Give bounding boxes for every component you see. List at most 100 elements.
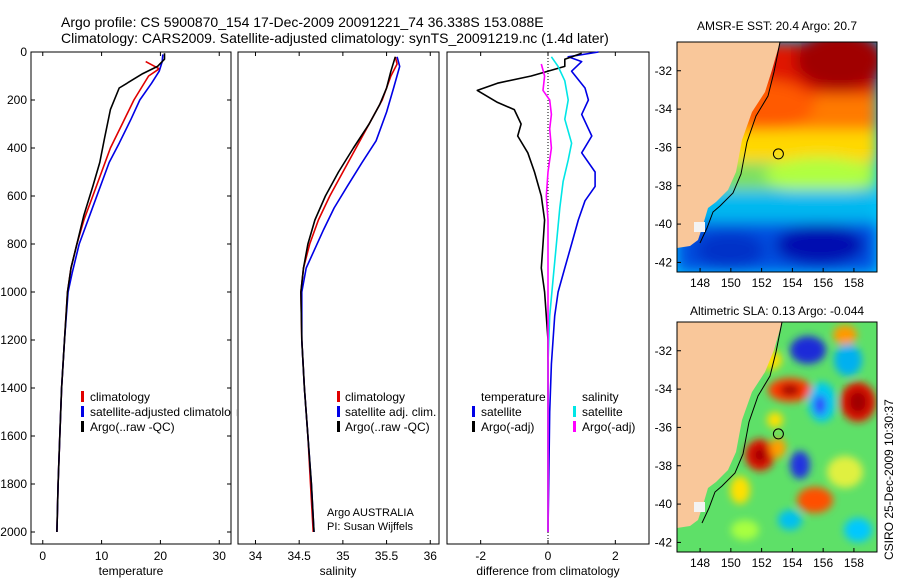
legend-label-sal-satellite: satellite — [582, 405, 623, 419]
sla-map-title: Altimetric SLA: 0.13 Argo: -0.044 — [690, 304, 864, 318]
lat-tick-label: -40 — [655, 497, 673, 511]
legend-header-temperature: temperature — [481, 390, 546, 404]
csiro-timestamp: CSIRO 25-Dec-2009 10:30:37 — [882, 399, 896, 560]
sla-map-axes: 148 150 152 154 156 158 -32 -34 -36 -38 -40 -42 — [655, 344, 865, 570]
legend-label-temp-satellite: satellite — [481, 405, 522, 419]
x-tick-label: 2 — [612, 549, 619, 563]
x-tick-label: 0 — [545, 549, 552, 563]
lat-tick-label: -32 — [655, 344, 673, 358]
legend-swatch-temp-satellite — [472, 406, 475, 417]
series-line-salinity-argo-adj- — [540, 63, 553, 532]
lat-tick-label: -42 — [655, 255, 673, 269]
legend-label-argo: Argo(..raw -QC) — [90, 420, 175, 434]
lat-tick-label: -34 — [655, 382, 673, 396]
sla-field — [677, 322, 877, 552]
x-tick-label: 35 — [336, 549, 350, 563]
temperature-plot-frame — [30, 51, 232, 545]
lat-tick-label: -42 — [655, 535, 673, 549]
x-tick-label: 20 — [154, 549, 168, 563]
institution-label: Argo AUSTRALIA — [327, 507, 414, 519]
legend-label-argo: Argo(..raw -QC) — [345, 420, 430, 434]
depth-tick-label: 1400 — [0, 381, 27, 395]
lon-tick-label: 154 — [782, 276, 802, 290]
difference-legend: temperature salinity satellite Argo(-adj… — [472, 390, 635, 434]
lon-tick-label: 156 — [813, 276, 833, 290]
series-line-salinity-satellite — [547, 56, 573, 532]
legend-swatch-argo — [337, 421, 340, 432]
temperature-axis-label: temperature — [99, 564, 164, 578]
depth-tick-label: 0 — [20, 45, 27, 59]
legend-label-temp-argo: Argo(-adj) — [481, 420, 534, 434]
pi-label: PI: Susan Wijffels — [327, 521, 413, 533]
lat-tick-label: -38 — [655, 179, 673, 193]
temperature-legend: climatology satellite-adjusted climatolo… — [81, 390, 243, 434]
lon-tick-label: 152 — [752, 556, 772, 570]
sst-map-axes: 148 150 152 154 156 158 -32 -34 -36 -38 -40 -42 — [655, 64, 865, 290]
sst-field — [677, 42, 877, 272]
lat-tick-label: -36 — [655, 140, 673, 154]
legend-header-salinity: salinity — [582, 390, 619, 404]
legend-label-satellite: satellite-adjusted climatology — [90, 405, 243, 419]
salinity-axis-label: salinity — [320, 564, 357, 578]
depth-tick-label: 1600 — [0, 429, 27, 443]
x-tick-label: 0 — [39, 549, 46, 563]
sla-missing-data-patch — [694, 502, 705, 512]
legend-swatch-climatology — [81, 391, 84, 402]
x-tick-label: 30 — [213, 549, 227, 563]
float-location-marker-icon — [772, 428, 784, 440]
series-line-argo-raw-qc- — [300, 56, 397, 533]
figure-title-line2: Climatology: CARS2009. Satellite-adjuste… — [61, 30, 609, 46]
x-tick-label: -2 — [475, 549, 486, 563]
lon-tick-label: 156 — [813, 556, 833, 570]
lon-tick-label: 158 — [844, 556, 864, 570]
salinity-panel: 34 34.5 35 35.5 36 salinity climatology sate… — [237, 51, 440, 578]
sla-shelf-contour — [701, 322, 783, 524]
legend-swatch-sal-satellite — [573, 406, 576, 417]
lat-tick-label: -34 — [655, 102, 673, 116]
lon-tick-label: 154 — [782, 556, 802, 570]
legend-swatch-temp-argo — [472, 421, 475, 432]
lat-tick-label: -32 — [655, 64, 673, 78]
lon-tick-label: 148 — [690, 276, 710, 290]
legend-overflow-mask — [231, 380, 237, 440]
legend-swatch-satellite — [81, 406, 84, 417]
depth-tick-label: 2000 — [0, 525, 27, 539]
sst-map-frame — [676, 41, 878, 273]
salinity-plot-frame — [237, 51, 440, 545]
salinity-series — [300, 56, 401, 533]
legend-swatch-satellite — [337, 406, 340, 417]
legend-swatch-sal-argo — [573, 421, 576, 432]
salinity-legend: climatology satellite adj. clim. Argo(..… — [337, 390, 436, 434]
legend-label-climatology: climatology — [345, 390, 405, 404]
depth-tick-label: 600 — [7, 189, 27, 203]
legend-label-satellite: satellite adj. clim. — [345, 405, 436, 419]
x-tick-label: 35.5 — [375, 549, 399, 563]
lat-tick-label: -36 — [655, 420, 673, 434]
lon-tick-label: 152 — [752, 276, 772, 290]
sla-map: Altimetric SLA: 0.13 Argo: -0.044 — [655, 304, 878, 570]
x-tick-label: 36 — [424, 549, 438, 563]
depth-tick-label: 200 — [7, 93, 27, 107]
difference-series — [476, 51, 599, 533]
x-tick-label: 10 — [95, 549, 109, 563]
legend-swatch-argo — [81, 421, 84, 432]
series-line-temperature-argo-adj- — [476, 52, 582, 532]
sst-land-mass — [677, 42, 780, 248]
lat-tick-label: -38 — [655, 459, 673, 473]
sst-shelf-contour — [699, 42, 781, 244]
float-location-marker-icon — [772, 148, 784, 160]
depth-tick-label: 800 — [7, 237, 27, 251]
depth-tick-label: 400 — [7, 141, 27, 155]
difference-panel: -2 0 2 difference from climatology tempera… — [446, 51, 650, 578]
difference-x-axis: -2 0 2 — [475, 52, 619, 563]
series-line-argo-raw-qc- — [56, 53, 166, 533]
lat-tick-label: -40 — [655, 217, 673, 231]
temperature-series — [56, 53, 166, 533]
legend-label-sal-argo: Argo(-adj) — [582, 420, 635, 434]
sla-land-mass — [677, 322, 782, 528]
lon-tick-label: 150 — [721, 556, 741, 570]
depth-tick-label: 1800 — [0, 477, 27, 491]
series-line-temperature-satellite — [547, 51, 599, 533]
figure-title-line1: Argo profile: CS 5900870_154 17-Dec-2009… — [61, 14, 544, 30]
depth-tick-label: 1000 — [0, 285, 27, 299]
